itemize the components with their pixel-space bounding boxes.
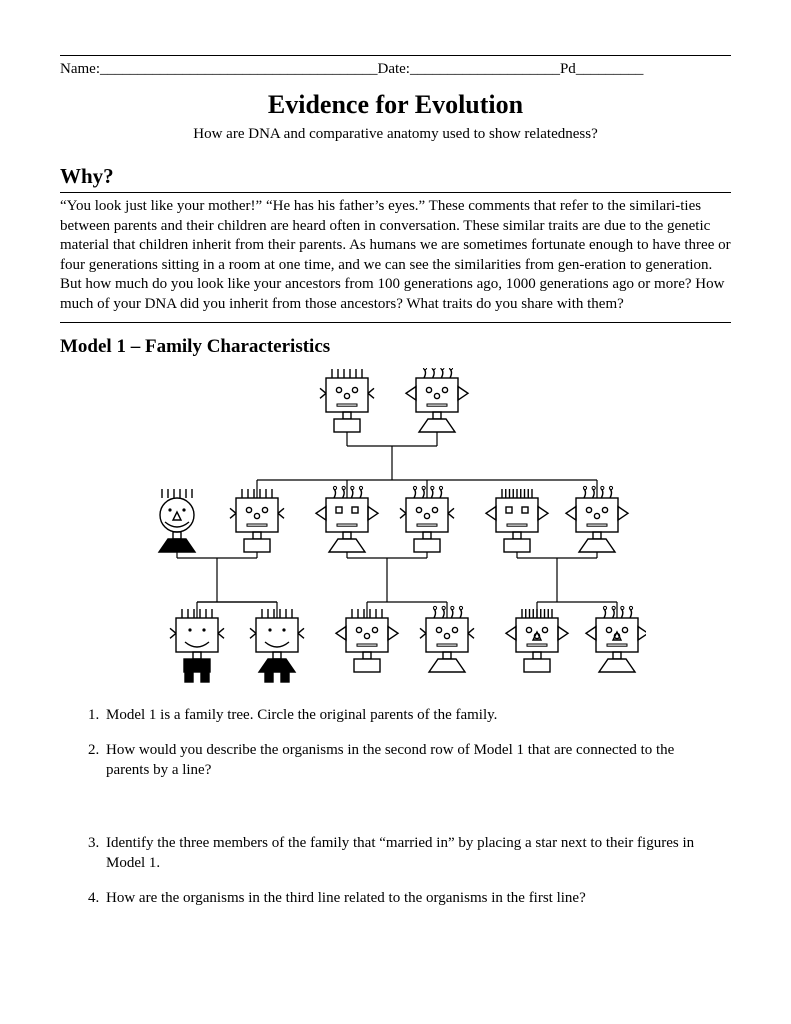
name-blank: _____________________________________: [100, 60, 378, 80]
q1-number: 1.: [88, 706, 106, 726]
family-tree-svg: [146, 368, 646, 688]
name-label: Name:: [60, 60, 100, 80]
q2-number: 2.: [88, 741, 106, 780]
why-bottom-rule: [60, 322, 731, 323]
q3-number: 3.: [88, 834, 106, 873]
q3-text: Identify the three members of the family…: [106, 834, 713, 873]
question-4: 4. How are the organisms in the third li…: [88, 889, 713, 909]
date-blank: ____________________: [410, 60, 560, 80]
top-rule: [60, 55, 731, 56]
why-heading: Why?: [60, 163, 731, 193]
family-tree-diagram: [60, 368, 731, 688]
question-2: 2. How would you describe the organisms …: [88, 741, 713, 780]
pd-blank: _________: [576, 60, 644, 80]
date-label: Date:: [377, 60, 409, 80]
q2-text: How would you describe the organisms in …: [106, 741, 713, 780]
question-1: 1. Model 1 is a family tree. Circle the …: [88, 706, 713, 726]
page-title: Evidence for Evolution: [60, 88, 731, 122]
page-subtitle: How are DNA and comparative anatomy used…: [60, 125, 731, 145]
why-body: “You look just like your mother!” “He ha…: [60, 197, 731, 314]
model1-heading: Model 1 – Family Characteristics: [60, 335, 731, 360]
header-fields: Name: __________________________________…: [60, 60, 731, 80]
question-3: 3. Identify the three members of the fam…: [88, 834, 713, 873]
pd-label: Pd: [560, 60, 576, 80]
q4-number: 4.: [88, 889, 106, 909]
q4-text: How are the organisms in the third line …: [106, 889, 713, 909]
q1-text: Model 1 is a family tree. Circle the ori…: [106, 706, 713, 726]
questions: 1. Model 1 is a family tree. Circle the …: [60, 706, 731, 909]
